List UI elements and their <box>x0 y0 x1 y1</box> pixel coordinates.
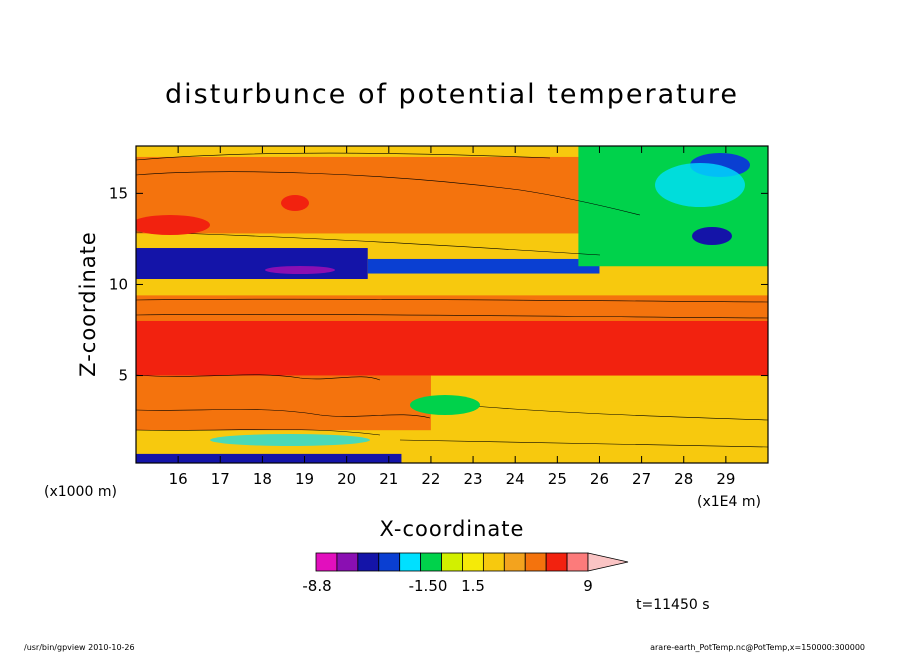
layer-blue-surface <box>136 453 402 463</box>
feature-red-left <box>136 215 210 235</box>
y-axis-label: Z-coordinate <box>76 231 100 377</box>
colorbar-segment <box>315 552 338 572</box>
layer-blue-upper-core <box>136 248 368 279</box>
colorbar-label: 9 <box>583 577 593 595</box>
feature-purple-streak <box>265 266 335 274</box>
colorbar-labels: -8.8 -1.50 1.5 9 <box>302 577 592 595</box>
colorbar-segment <box>503 552 526 572</box>
layer-blue-upper-tail <box>367 258 600 274</box>
x-tick-label: 18 <box>253 470 272 488</box>
colorbar-segment <box>524 552 547 572</box>
layer-red-band <box>136 320 768 376</box>
colorbar-label: 1.5 <box>461 577 485 595</box>
colorbar-segment <box>357 552 380 572</box>
colorbar-segment <box>336 552 359 572</box>
y-tick-label: 10 <box>109 275 128 293</box>
x-tick-label: 16 <box>169 470 188 488</box>
x-tick-label: 20 <box>337 470 356 488</box>
x-unit-label: (x1E4 m) <box>697 494 761 510</box>
layer-orange-lower <box>136 375 431 431</box>
colorbar <box>315 552 629 572</box>
y-axis: 5 10 15 <box>109 184 768 385</box>
y-tick-label: 5 <box>118 367 128 385</box>
x-tick-label: 29 <box>716 470 735 488</box>
x-tick-label: 28 <box>674 470 693 488</box>
x-tick-label: 22 <box>421 470 440 488</box>
layer-yellow-lower <box>430 401 768 463</box>
colorbar-segment <box>482 552 505 572</box>
footer-right: arare-earth_PotTemp.nc@PotTemp,x=150000:… <box>650 643 865 652</box>
colorbar-segment <box>462 552 484 572</box>
y-unit-label: (x1000 m) <box>44 484 117 500</box>
colorbar-segment <box>441 552 463 572</box>
time-label: t=11450 s <box>636 597 710 613</box>
colorbar-extend-arrow <box>587 552 629 572</box>
plot-frame <box>135 145 769 464</box>
colorbar-segment <box>378 552 401 572</box>
feature-cyan-lower <box>210 434 370 446</box>
plot-area <box>136 146 768 463</box>
colorbar-label: -8.8 <box>302 577 331 595</box>
colorbar-label: -1.50 <box>409 577 448 595</box>
chart-title: disturbunce of potential temperature <box>165 79 739 110</box>
colorbar-segment <box>420 552 442 572</box>
feature-green-lower <box>410 395 480 415</box>
x-tick-label: 26 <box>590 470 609 488</box>
feature-right-navy <box>692 227 732 245</box>
footer-left: /usr/bin/gpview 2010-10-26 <box>24 643 135 652</box>
x-tick-label: 17 <box>211 470 230 488</box>
y-tick-label: 15 <box>109 184 128 202</box>
x-tick-label: 23 <box>464 470 483 488</box>
x-tick-label: 25 <box>548 470 567 488</box>
feature-upper-right-cyan <box>655 163 745 207</box>
colorbar-segment <box>545 552 568 572</box>
x-tick-label: 21 <box>379 470 398 488</box>
x-axis-label: X-coordinate <box>380 517 525 541</box>
x-tick-label: 27 <box>632 470 651 488</box>
x-tick-label: 19 <box>295 470 314 488</box>
colorbar-segment <box>399 552 422 572</box>
feature-red-blob <box>281 195 309 211</box>
colorbar-segment <box>566 552 589 572</box>
x-tick-label: 24 <box>506 470 525 488</box>
x-axis: 16 17 18 19 20 21 22 23 24 25 26 27 28 29 <box>169 146 735 488</box>
